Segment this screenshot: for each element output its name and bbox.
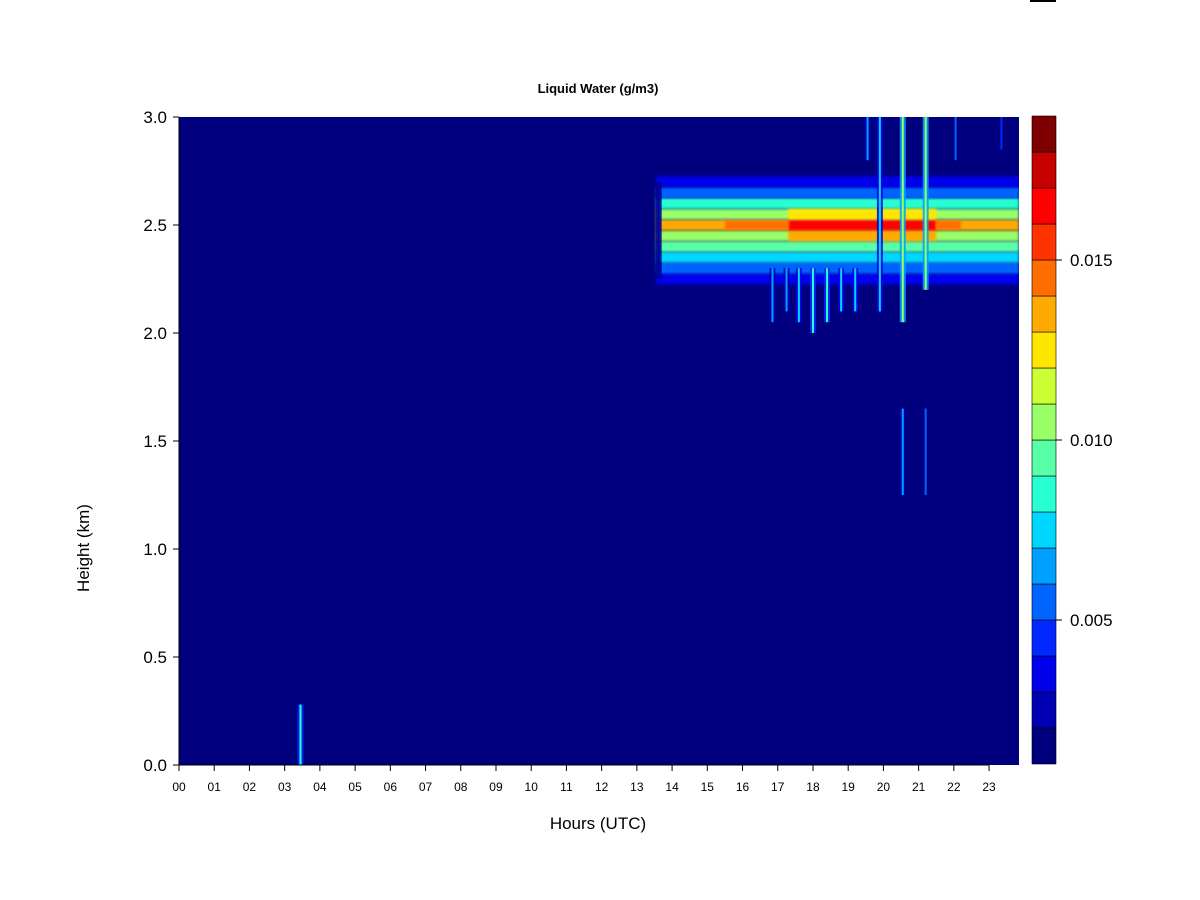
x-tick-label: 05 xyxy=(348,780,362,794)
streak-core xyxy=(797,268,800,323)
cloud-band xyxy=(656,176,1019,188)
x-tick-label: 12 xyxy=(595,780,609,794)
x-tick-label: 00 xyxy=(172,780,186,794)
colorbar-segment xyxy=(1031,547,1057,585)
streak-core xyxy=(771,268,774,323)
x-axis-label: Hours (UTC) xyxy=(550,814,646,833)
streak-core xyxy=(785,268,788,312)
cloud-band xyxy=(656,198,1019,209)
chart-title: Liquid Water (g/m3) xyxy=(538,81,659,96)
x-tick-label: 22 xyxy=(947,780,961,794)
x-tick-label: 02 xyxy=(243,780,257,794)
cloud-band xyxy=(656,187,1019,198)
colorbar-segment xyxy=(1031,295,1057,333)
streak-core xyxy=(924,408,927,495)
streak-core xyxy=(657,181,660,279)
y-tick-label: 2.5 xyxy=(143,216,167,235)
colorbar-segment xyxy=(1031,223,1057,261)
colorbar-segment xyxy=(1031,619,1057,657)
x-tick-label: 20 xyxy=(877,780,891,794)
cloud-core xyxy=(788,208,937,220)
y-tick-label: 0.5 xyxy=(143,648,167,667)
colorbar-segment xyxy=(1031,691,1057,729)
cloud-band xyxy=(656,241,1019,252)
colorbar-segment xyxy=(1031,115,1057,153)
cloud-core xyxy=(936,220,961,230)
y-tick-label: 2.0 xyxy=(143,324,167,343)
x-axis: 00 01 02 03 04 05 06 07 08 09 10 11 12 13 14 15 16 17 18 19… xyxy=(172,764,996,794)
streak-core xyxy=(866,117,869,161)
streak-core xyxy=(901,408,904,495)
x-tick-label: 14 xyxy=(665,780,679,794)
cloud-layer xyxy=(656,176,1019,285)
colorbar-segment xyxy=(1031,151,1057,189)
y-tick-label: 3.0 xyxy=(143,108,167,127)
plot-area xyxy=(179,117,1019,765)
colorbar-segment xyxy=(1031,403,1057,441)
x-tick-label: 15 xyxy=(701,780,715,794)
y-axis: 0.0 0.5 1.0 1.5 2.0 2.5 3.0 xyxy=(143,108,180,775)
colorbar-segment xyxy=(1031,475,1057,513)
streak-core xyxy=(826,268,829,323)
x-tick-label: 19 xyxy=(842,780,856,794)
x-tick-label: 13 xyxy=(630,780,644,794)
streak-core xyxy=(924,117,927,290)
cloud-band xyxy=(656,273,1019,285)
x-tick-label: 03 xyxy=(278,780,292,794)
x-tick-label: 06 xyxy=(384,780,398,794)
streak-core xyxy=(840,268,843,312)
colorbar-segment xyxy=(1031,655,1057,693)
colorbar-segment xyxy=(1031,511,1057,549)
colorbar-segment xyxy=(1031,187,1057,225)
corner-mark xyxy=(1030,0,1056,2)
colorbar-tick-label: 0.015 xyxy=(1070,251,1113,270)
x-tick-label: 11 xyxy=(560,780,573,794)
x-tick-label: 08 xyxy=(454,780,468,794)
cloud-core xyxy=(788,230,937,242)
x-tick-label: 21 xyxy=(912,780,926,794)
colorbar: 0.005 0.010 0.015 xyxy=(1031,115,1113,765)
x-tick-label: 17 xyxy=(771,780,785,794)
x-tick-label: 09 xyxy=(489,780,503,794)
cloud-core xyxy=(788,219,937,231)
y-axis-label: Height (km) xyxy=(74,504,93,592)
streak-core xyxy=(954,117,957,161)
streak-core xyxy=(299,704,302,765)
colorbar-segment xyxy=(1031,259,1057,297)
colorbar-segment xyxy=(1031,331,1057,369)
streak-core xyxy=(854,268,857,312)
y-tick-label: 1.0 xyxy=(143,540,167,559)
cloud-band xyxy=(656,262,1019,274)
cloud-core xyxy=(724,220,789,230)
cloud-band xyxy=(656,252,1019,263)
streak-layer xyxy=(297,117,1005,765)
streak-core xyxy=(811,268,814,333)
y-tick-label: 1.5 xyxy=(143,432,167,451)
x-tick-label: 16 xyxy=(736,780,750,794)
x-tick-label: 04 xyxy=(313,780,327,794)
colorbar-segment xyxy=(1031,583,1057,621)
colorbar-tick-label: 0.005 xyxy=(1070,611,1113,630)
colorbar-segment xyxy=(1031,367,1057,405)
colorbar-tick-label: 0.010 xyxy=(1070,431,1113,450)
streak-core xyxy=(901,117,904,323)
x-tick-label: 07 xyxy=(419,780,433,794)
x-tick-label: 10 xyxy=(525,780,539,794)
y-tick-label: 0.0 xyxy=(143,756,167,775)
streak-core xyxy=(1000,117,1003,150)
colorbar-segment xyxy=(1031,439,1057,477)
x-tick-label: 23 xyxy=(982,780,996,794)
x-tick-label: 01 xyxy=(208,780,222,794)
streak-core xyxy=(878,117,881,312)
colorbar-segment xyxy=(1031,727,1057,765)
x-tick-label: 18 xyxy=(806,780,820,794)
